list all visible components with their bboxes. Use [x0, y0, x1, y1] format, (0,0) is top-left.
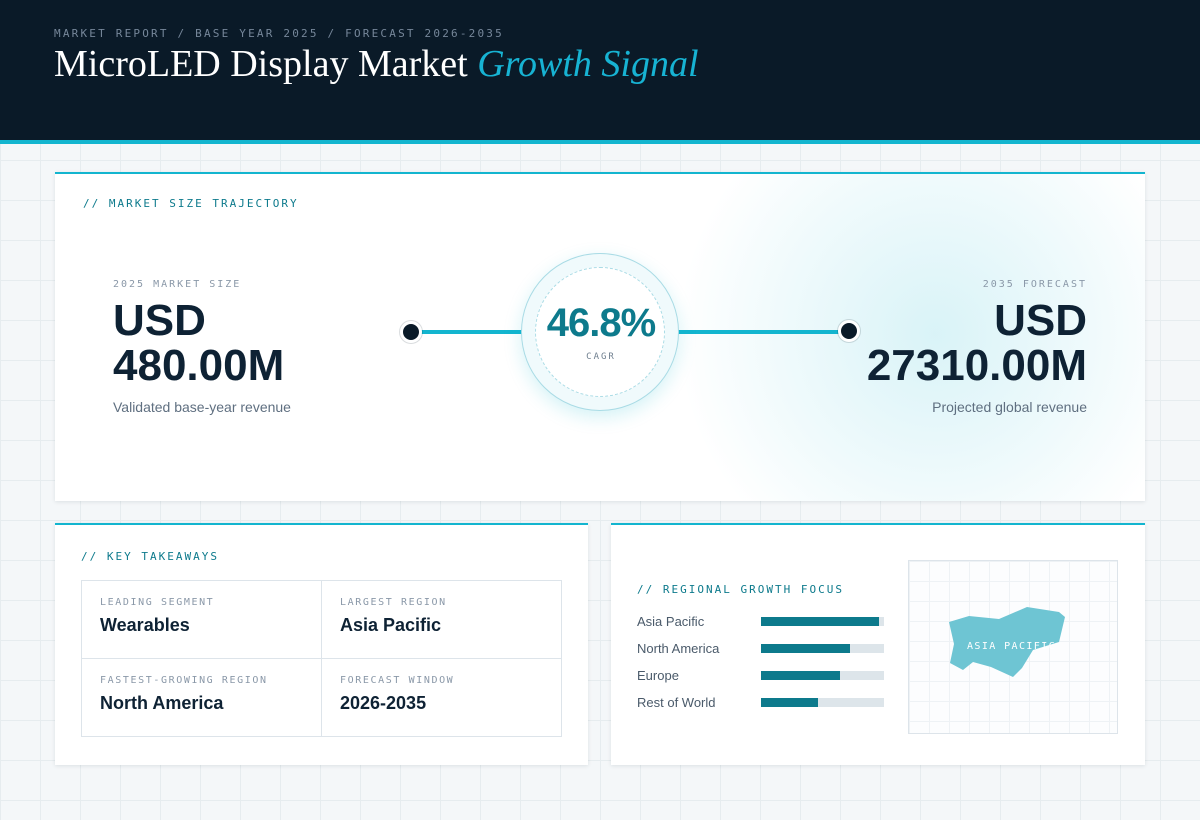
cagr-inner-ring: 46.8% CAGR	[535, 267, 665, 397]
forecast-kicker: 2035 FORECAST	[982, 279, 1087, 290]
region-bar-fill	[761, 671, 840, 680]
takeaway-label: FORECAST WINDOW	[340, 675, 455, 686]
title-main: MicroLED Display Market	[54, 43, 468, 85]
region-bar-track	[761, 644, 884, 653]
page-title: MicroLED Display Market Growth Signal	[54, 42, 699, 86]
key-takeaways-card: // KEY TAKEAWAYS LEADING SEGMENT Wearabl…	[55, 523, 588, 765]
region-bar-label: Asia Pacific	[637, 614, 705, 629]
end-point-marker	[838, 320, 860, 342]
title-accent: Growth Signal	[477, 43, 699, 85]
map-region-label: ASIA PACIFIC	[967, 641, 1057, 652]
report-header: MARKET REPORT / BASE YEAR 2025 / FORECAS…	[0, 0, 1200, 144]
takeaways-grid: LEADING SEGMENT Wearables LARGEST REGION…	[81, 580, 562, 737]
market-size-trajectory-card: // MARKET SIZE TRAJECTORY 2025 MARKET SI…	[55, 172, 1145, 501]
forecast-currency: USD	[994, 296, 1087, 345]
base-year-value: USD 480.00M	[113, 298, 284, 388]
region-bar-fill	[761, 644, 850, 653]
takeaway-value: Wearables	[100, 615, 190, 635]
forecast-value: USD 27310.00M	[867, 298, 1087, 388]
base-year-currency: USD	[113, 296, 206, 345]
regional-bar-list: Asia Pacific North America Europe Rest o…	[637, 613, 887, 721]
base-year-kicker: 2025 MARKET SIZE	[113, 279, 242, 290]
takeaway-label: LEADING SEGMENT	[100, 597, 215, 608]
forecast-caption: Projected global revenue	[932, 399, 1087, 415]
base-year-amount: 480.00M	[113, 341, 285, 390]
takeaway-label: FASTEST-GROWING REGION	[100, 675, 268, 686]
forecast-amount: 27310.00M	[866, 341, 1087, 390]
region-bar-row: Europe	[637, 667, 887, 694]
region-bar-label: North America	[637, 641, 720, 656]
takeaway-label: LARGEST REGION	[340, 597, 447, 608]
report-eyebrow: MARKET REPORT / BASE YEAR 2025 / FORECAS…	[54, 27, 504, 40]
takeaways-section-label: // KEY TAKEAWAYS	[81, 550, 219, 563]
takeaway-cell: LARGEST REGION Asia Pacific	[322, 581, 561, 659]
start-point-marker	[400, 321, 422, 343]
region-bar-track	[761, 617, 884, 626]
region-bar-row: Rest of World	[637, 694, 887, 721]
regional-growth-card: // REGIONAL GROWTH FOCUS Asia Pacific No…	[611, 523, 1145, 765]
region-bar-fill	[761, 698, 818, 707]
region-bar-label: Europe	[637, 668, 679, 683]
cagr-value: 46.8%	[546, 301, 656, 345]
region-bar-row: North America	[637, 640, 887, 667]
region-bar-track	[761, 671, 884, 680]
trajectory-section-label: // MARKET SIZE TRAJECTORY	[83, 197, 299, 210]
region-map: ASIA PACIFIC	[908, 560, 1118, 734]
takeaway-cell: FORECAST WINDOW 2026-2035	[322, 659, 561, 736]
takeaway-value: Asia Pacific	[340, 615, 442, 635]
takeaway-value: 2026-2035	[340, 693, 427, 713]
background-glow	[675, 174, 1145, 501]
region-bar-fill	[761, 617, 880, 626]
regional-section-label: // REGIONAL GROWTH FOCUS	[637, 583, 844, 596]
region-bar-label: Rest of World	[637, 695, 716, 710]
takeaway-cell: LEADING SEGMENT Wearables	[82, 581, 322, 659]
cagr-label: CAGR	[586, 352, 616, 362]
takeaway-value: North America	[100, 693, 224, 713]
asia-pacific-map-shape	[949, 607, 1065, 677]
region-bar-track	[761, 698, 884, 707]
takeaway-cell: FASTEST-GROWING REGION North America	[82, 659, 322, 736]
region-bar-row: Asia Pacific	[637, 613, 887, 640]
base-year-caption: Validated base-year revenue	[113, 399, 291, 415]
cagr-badge: 46.8% CAGR	[521, 253, 679, 411]
